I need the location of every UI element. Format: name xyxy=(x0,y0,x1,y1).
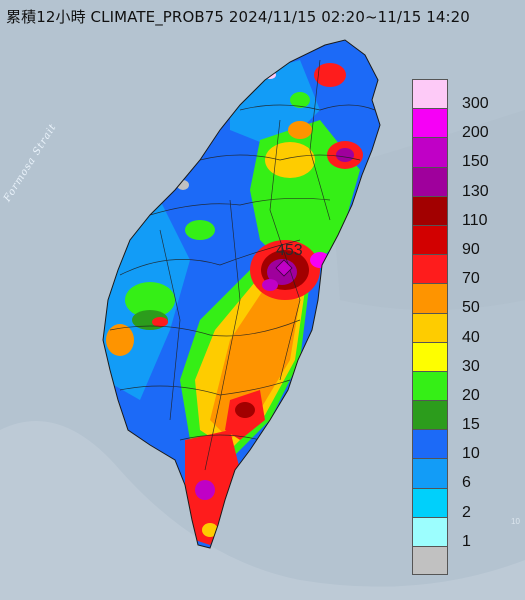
legend-row: 20 xyxy=(412,370,520,404)
legend-row: 15 xyxy=(412,400,520,433)
legend-value: 40 xyxy=(462,328,480,346)
legend-swatch xyxy=(412,79,448,109)
legend-swatch xyxy=(412,166,448,196)
legend-row: 10 xyxy=(412,429,520,462)
legend-row xyxy=(412,546,520,576)
legend-row: 110 xyxy=(412,195,520,229)
legend-row: 70 xyxy=(412,254,520,287)
legend-row: 150 xyxy=(412,137,520,170)
legend-value: 15 xyxy=(462,416,480,434)
legend-row: 300 xyxy=(412,79,520,112)
legend-row: 30 xyxy=(412,341,520,375)
legend-value: 10 xyxy=(462,445,480,463)
legend-row: 1 xyxy=(412,516,520,550)
legend-swatch xyxy=(412,283,448,313)
map-title: 累積12小時 CLIMATE_PROB75 2024/11/15 02:20~1… xyxy=(6,8,470,26)
legend-value: 90 xyxy=(462,240,480,258)
legend-value: 300 xyxy=(462,95,489,112)
legend-row: 40 xyxy=(412,312,520,346)
legend-value: 200 xyxy=(462,124,489,142)
legend-swatch xyxy=(412,487,448,517)
legend-swatch xyxy=(412,370,448,401)
legend-row: 200 xyxy=(412,108,520,141)
legend-row: 50 xyxy=(412,283,520,316)
legend-value: 20 xyxy=(462,386,480,404)
legend-swatch xyxy=(412,458,448,488)
max-location-icon xyxy=(275,259,293,277)
legend-value: 6 xyxy=(462,474,471,492)
rainfall-island xyxy=(102,39,381,549)
legend-value: 110 xyxy=(462,211,488,229)
legend-value: 130 xyxy=(462,182,489,200)
legend-swatch xyxy=(412,224,448,255)
legend-swatch xyxy=(412,254,448,284)
legend-swatch xyxy=(412,429,448,459)
legend-swatch xyxy=(412,341,448,371)
edge-label: 10 xyxy=(511,517,520,526)
legend-swatch xyxy=(412,516,448,546)
legend-row: 2 xyxy=(412,487,520,521)
legend-row: 6 xyxy=(412,458,520,491)
legend-swatch xyxy=(412,312,448,342)
legend-value: 50 xyxy=(462,299,480,317)
legend-value: 70 xyxy=(462,270,480,288)
legend-swatch xyxy=(412,108,448,138)
legend-swatch xyxy=(412,137,448,167)
rainfall-legend: 300 200 150 130 110 90 70 50 40 30 20 15… xyxy=(412,79,520,576)
legend-value: 150 xyxy=(462,153,489,171)
legend-row: 90 xyxy=(412,224,520,258)
max-rainfall-label: 453 xyxy=(276,242,303,259)
legend-value: 2 xyxy=(462,503,471,521)
legend-swatch xyxy=(412,400,448,430)
legend-row: 130 xyxy=(412,166,520,200)
legend-swatch xyxy=(412,195,448,225)
legend-swatch xyxy=(412,546,448,576)
legend-value: 30 xyxy=(462,357,480,375)
legend-value: 1 xyxy=(462,532,471,550)
